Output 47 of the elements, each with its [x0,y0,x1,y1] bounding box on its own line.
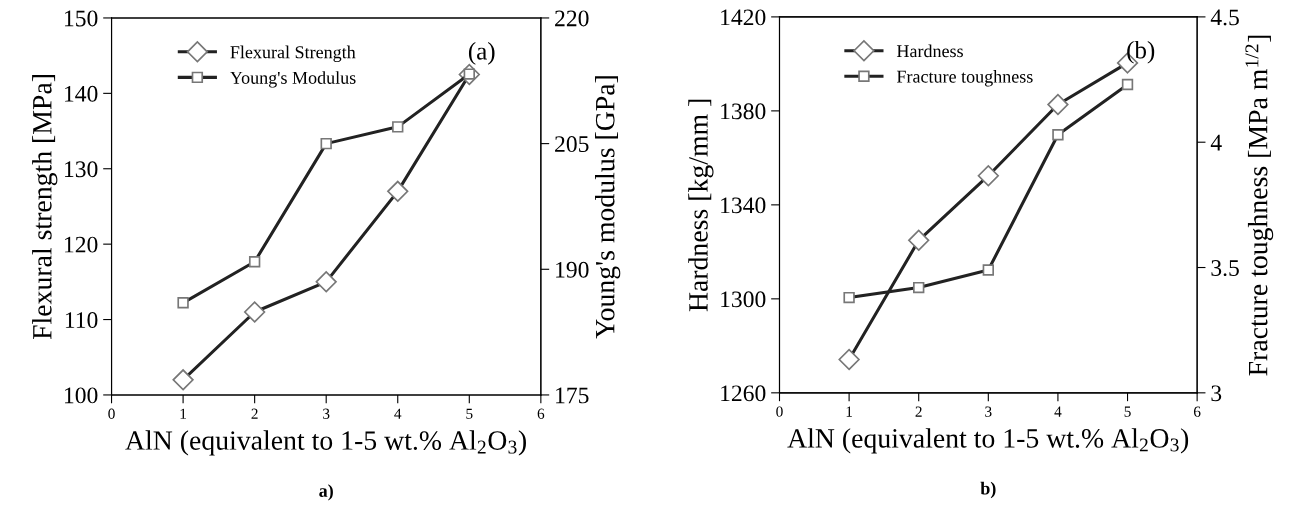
legend-label: Hardness [896,44,963,58]
x-tick-label: 1 [846,406,853,417]
x-tick-label: 4 [1054,406,1062,417]
y2-tick-label: 4 [1210,134,1222,151]
x-tick-label: 0 [776,406,783,417]
y-axis-title: Hardness [kg/mm ] [688,99,714,312]
x-tick-label: 4 [394,408,402,419]
y2-tick-label: 205 [555,136,589,153]
y-tick-label: 140 [65,85,98,102]
y2-tick-label: 190 [556,261,589,278]
y2-axis-title: Young's modulus [GPa] [595,76,621,339]
annotation: (a) [468,42,495,65]
y2-tick-label: 220 [555,10,589,27]
legend-label: Fracture toughness [896,70,1033,87]
y-tick-label: 110 [65,312,98,328]
x-axis-title: AlN (equivalent to 1-5 wt.% Al$_{2}$O$_{3}$) [787,428,1189,454]
text: b) [980,481,996,499]
y-tick-label: 1300 [721,291,766,308]
text: a) [319,484,333,501]
x-tick-label: 6 [537,408,545,419]
x-tick-label: 3 [323,408,330,419]
y2-tick-label: 4.5 [1210,9,1239,26]
y2-tick-label: 175 [556,387,589,404]
x-tick-label: 2 [915,406,922,417]
y2-axis-title: Fracture toughness [MPa m$^{1/2}$] [1245,35,1274,376]
y-tick-label: 130 [65,161,98,178]
y2-tick-label: 3.5 [1211,260,1239,277]
x-tick-label: 5 [1124,406,1131,417]
y-tick-label: 1340 [721,197,766,214]
x-tick-label: 5 [466,408,473,419]
y-tick-label: 150 [65,10,98,27]
x-tick-label: 1 [180,408,186,419]
y2-tick-label: 3 [1211,385,1222,402]
x-axis-title: AlN (equivalent to 1-5 wt.% Al$_{2}$O$_{3}$) [125,430,526,456]
y-tick-label: 1380 [721,103,766,120]
legend-label: Flexural Strength [230,45,356,63]
y-axis-title: Flexural strength [MPa] [32,75,58,340]
y-tick-label: 1260 [721,385,766,402]
legend-label: Young's Modulus [230,71,356,88]
y-tick-label: 100 [65,387,98,404]
x-tick-label: 3 [985,406,992,417]
x-tick-label: 0 [108,408,115,419]
annotation: (b) [1127,40,1155,64]
x-tick-label: 6 [1193,406,1201,417]
y-tick-label: 1420 [721,9,766,26]
y-tick-label: 120 [65,236,98,253]
x-tick-label: 2 [251,408,258,419]
